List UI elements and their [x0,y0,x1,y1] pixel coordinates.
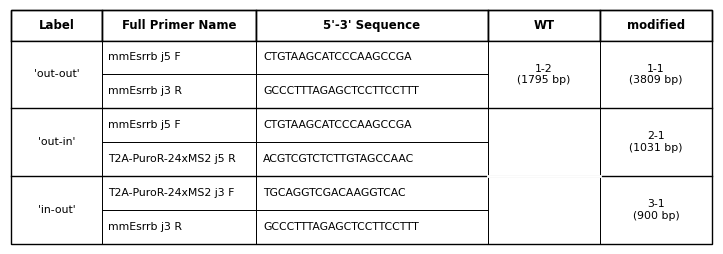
Text: CTGTAAGCATCCCAAGCCGA: CTGTAAGCATCCCAAGCCGA [263,53,412,62]
Bar [600,108,712,176]
Text: 1-2
(1795 bp): 1-2 (1795 bp) [517,64,570,85]
Text: mmEsrrb j5 F: mmEsrrb j5 F [108,120,181,130]
Text: T2A-PuroR-24xMS2 j3 F: T2A-PuroR-24xMS2 j3 F [108,188,234,198]
Text: mmEsrrb j3 R: mmEsrrb j3 R [108,222,182,232]
Bar [102,108,256,142]
Text: GCCCTTTAGAGCTCCTTCCTTT: GCCCTTTAGAGCTCCTTCCTTT [263,222,419,232]
Text: Label: Label [38,19,74,32]
Text: 'out-out': 'out-out' [33,69,80,80]
Bar [488,176,600,244]
Bar [11,41,102,108]
Bar [600,176,712,244]
Bar [256,176,488,210]
Bar [11,108,102,176]
Text: T2A-PuroR-24xMS2 j5 R: T2A-PuroR-24xMS2 j5 R [108,154,236,164]
Bar [256,41,488,74]
Bar [102,210,256,244]
Text: 1-1
(3809 bp): 1-1 (3809 bp) [629,64,683,85]
Bar [102,142,256,176]
Bar [11,10,102,41]
Text: CTGTAAGCATCCCAAGCCGA: CTGTAAGCATCCCAAGCCGA [263,120,412,130]
Text: mmEsrrb j3 R: mmEsrrb j3 R [108,86,182,96]
Text: 2-1
(1031 bp): 2-1 (1031 bp) [629,131,683,153]
Bar [102,10,256,41]
Text: WT: WT [534,19,555,32]
Bar [102,176,256,210]
Bar [11,176,102,244]
Text: 5'-3' Sequence: 5'-3' Sequence [323,19,421,32]
Text: 'in-out': 'in-out' [38,205,75,215]
Bar [256,108,488,142]
Bar [488,10,600,41]
Text: GCCCTTTAGAGCTCCTTCCTTT: GCCCTTTAGAGCTCCTTCCTTT [263,86,419,96]
Text: modified: modified [627,19,685,32]
Text: TGCAGGTCGACAAGGTCAC: TGCAGGTCGACAAGGTCAC [263,188,406,198]
Text: 'out-in': 'out-in' [38,137,75,147]
Bar [102,74,256,108]
Bar [256,74,488,108]
Bar [600,41,712,108]
Bar [256,142,488,176]
Bar [488,108,600,176]
Bar [256,10,488,41]
Text: ACGTCGTCTCTTGTAGCCAAC: ACGTCGTCTCTTGTAGCCAAC [263,154,414,164]
Bar [488,41,600,108]
Bar [600,10,712,41]
Text: 3-1
(900 bp): 3-1 (900 bp) [633,199,680,221]
Bar [256,210,488,244]
Bar [102,41,256,74]
Text: mmEsrrb j5 F: mmEsrrb j5 F [108,53,181,62]
Text: Full Primer Name: Full Primer Name [122,19,236,32]
